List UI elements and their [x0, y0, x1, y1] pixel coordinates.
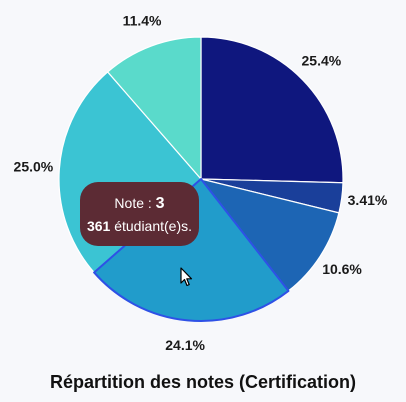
tooltip-count: 361 [86, 218, 111, 234]
slice-label-6: 11.4% [123, 12, 162, 28]
slice-label-2: 3.41% [348, 192, 388, 208]
slice-label-1: 25.4% [302, 52, 342, 68]
tooltip-count-suffix: étudiant(e)s. [110, 218, 193, 234]
chart-title: Répartition des notes (Certification) [49, 372, 357, 392]
tooltip-count-line: 361 étudiant(e)s. [80, 216, 199, 236]
tooltip-note-line: Note : 3 [80, 193, 199, 214]
pie-chart: 25.4% 3.41% 10.6% 24.1% 25.0% 11.4% [14, 12, 388, 353]
slice-label-3: 10.6% [322, 261, 362, 277]
pie-slice-6[interactable] [107, 36, 202, 180]
pie-slice-4[interactable] [93, 178, 290, 322]
tooltip-note-value: 3 [155, 195, 165, 212]
tooltip-note-prefix: Note : [114, 195, 156, 211]
mouse-cursor-icon [180, 267, 193, 287]
slice-label-4: 24.1% [165, 337, 205, 353]
chart-tooltip: Note : 3 361 étudiant(e)s. [80, 182, 199, 246]
pie-slice-3[interactable] [200, 178, 340, 292]
slice-label-5: 25.0% [14, 158, 54, 174]
pie-slice-1[interactable] [200, 36, 344, 184]
